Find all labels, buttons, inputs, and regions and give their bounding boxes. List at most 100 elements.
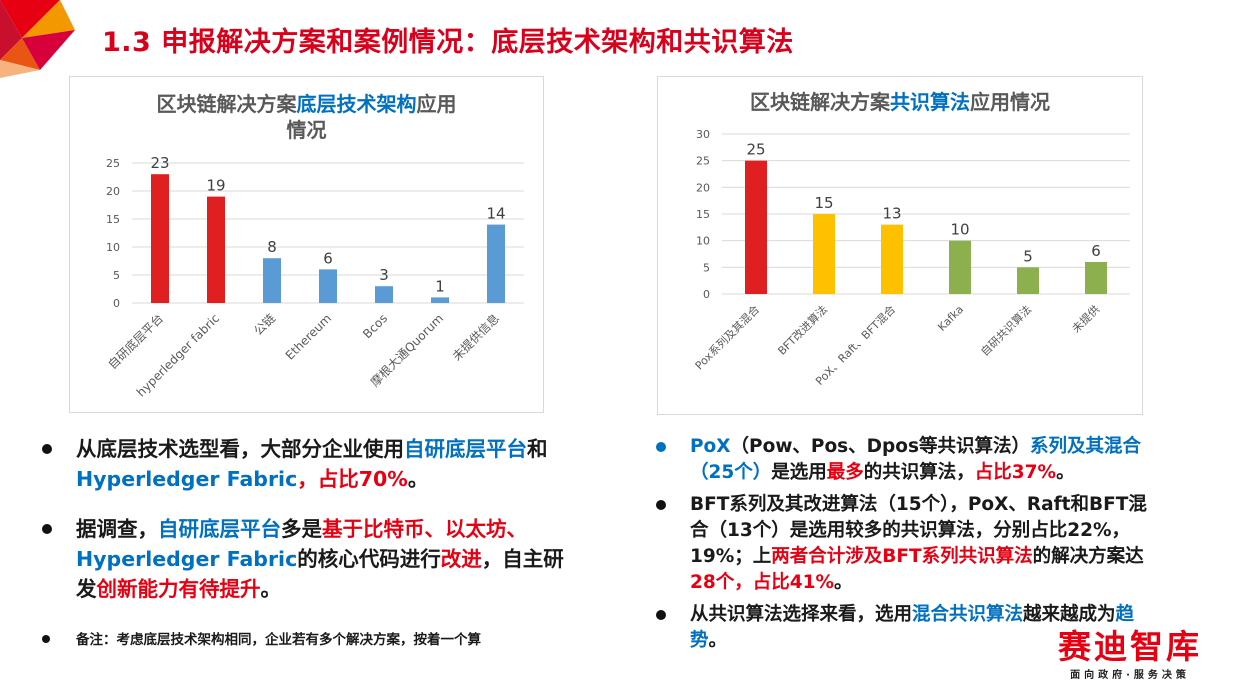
- left-b2-core-code: 的核心代码进行: [297, 547, 441, 571]
- left-chart-title-highlight: 底层技术架构: [296, 92, 417, 116]
- left-note: 备注：考虑底层技术架构相同，企业若有多个解决方案，按着一个算: [42, 630, 567, 650]
- left-bullet-2: 据调查，自研底层平台多是基于比特币、以太坊、 Hyperledger Fabric…: [42, 514, 567, 604]
- bar: [949, 240, 971, 294]
- data-label: 6: [1091, 242, 1101, 260]
- bullet-dot: [656, 610, 666, 620]
- data-label: 1: [435, 277, 445, 295]
- logo-sub-text: 面向政府·服务决策: [1070, 670, 1190, 681]
- page-title: 1.3 申报解决方案和案例情况：底层技术架构和共识算法: [102, 27, 794, 58]
- bullet-dot: [42, 444, 52, 454]
- data-label: 10: [950, 221, 969, 239]
- left-b2-highlight-fabric: Hyperledger Fabric: [76, 547, 298, 571]
- y-tick-label: 20: [106, 185, 120, 198]
- left-b1-and: 和: [527, 437, 548, 461]
- bar: [745, 160, 767, 294]
- right-b3-text: 从共识算法选择来看，选用: [690, 604, 913, 625]
- left-b2-mostly: 多是: [281, 517, 322, 541]
- right-chart-title-part2: 应用情况: [970, 90, 1050, 114]
- data-label: 19: [206, 177, 225, 195]
- y-tick-label: 5: [113, 269, 120, 282]
- left-b1-share: 占比70%: [317, 467, 408, 491]
- bar: [1017, 267, 1039, 294]
- data-label: 13: [882, 205, 901, 223]
- right-b2-share: 28个，占比41%: [690, 572, 835, 593]
- right-b1-consensus: 的共识算法，: [863, 462, 975, 483]
- y-tick-label: 25: [106, 157, 120, 170]
- right-b1-is-chosen: 是选用: [771, 462, 827, 483]
- left-b1-text: 从底层技术选型看，大部分企业使用: [76, 437, 404, 461]
- x-tick-label: 未提供: [1069, 302, 1102, 335]
- y-tick-label: 0: [703, 288, 710, 301]
- x-tick-label: Kafka: [935, 303, 966, 334]
- bar: [207, 196, 225, 303]
- left-b1-highlight-fabric: Hyperledger Fabric: [76, 467, 298, 491]
- left-b2-innovation: 创新能力有待提升: [96, 577, 261, 601]
- right-chart-panel: 区块链解决方案共识算法应用情况 0 5 10 15 20 25 30 25 Pox系列及其混合 1…: [657, 76, 1143, 415]
- ccid-logo: 赛迪智库 面向政府·服务决策: [1058, 627, 1202, 682]
- right-b1-series: 系列及其混合: [1030, 436, 1142, 457]
- right-b3-end: 。: [708, 630, 728, 651]
- right-b3-hybrid: 混合共识算法: [912, 604, 1024, 625]
- left-chart-title: 区块链解决方案底层技术架构应用 情况: [70, 91, 543, 143]
- right-b2-text: BFT系列及其改进算法（15个），PoX、Raft和BFT混合（13个）是选用较…: [690, 494, 1147, 567]
- x-tick-label: Bcos: [360, 311, 390, 341]
- left-note-text: 备注：考虑底层技术架构相同，企业若有多个解决方案，按着一个算: [76, 632, 481, 648]
- data-label: 5: [1023, 247, 1033, 265]
- left-b2-based-on: 基于比特币、以太坊、: [322, 517, 527, 541]
- bar: [487, 224, 505, 303]
- bar: [813, 214, 835, 294]
- x-tick-label: 自研共识算法: [978, 302, 1035, 359]
- bullet-dot: [656, 500, 666, 510]
- left-b1-end: 。: [407, 467, 429, 491]
- bullet-dot: [42, 524, 52, 534]
- left-b1-comma: ，: [297, 467, 318, 491]
- left-bullet-1: 从底层技术选型看，大部分企业使用自研底层平台和 Hyperledger Fabri…: [42, 434, 567, 494]
- right-bullet-2: BFT系列及其改进算法（15个），PoX、Raft和BFT混合（13个）是选用较…: [656, 492, 1156, 596]
- corner-decoration: [0, 0, 75, 78]
- right-bar-chart: 05101520253025Pox系列及其混合15BFT改进算法13PoX、Ra…: [692, 128, 1130, 388]
- y-tick-label: 5: [703, 261, 710, 274]
- bar: [319, 269, 337, 303]
- left-b1-highlight-self-platform: 自研底层平台: [404, 437, 527, 461]
- x-tick-label: 公链: [251, 311, 279, 339]
- right-b1-most: 最多: [826, 462, 864, 483]
- y-tick-label: 15: [106, 213, 120, 226]
- right-b1-end: 。: [1056, 462, 1075, 483]
- right-b2-bft-total: 两者合计涉及BFT系列共识算法: [771, 546, 1033, 567]
- left-b2-self-develop: ，自主研发: [76, 547, 564, 601]
- left-b2-improve: 改进: [440, 547, 482, 571]
- y-tick-label: 10: [696, 235, 710, 248]
- y-tick-label: 0: [113, 297, 120, 310]
- x-tick-label: 自研底层平台: [105, 311, 167, 373]
- bar: [375, 286, 393, 303]
- x-tick-label: Pox系列及其混合: [692, 302, 762, 372]
- right-b1-share: 占比37%: [974, 462, 1057, 483]
- right-b3-becoming: 越来越成为: [1023, 604, 1116, 625]
- x-tick-label: 未提供信息: [449, 311, 502, 364]
- left-b2-highlight-self-platform: 自研底层平台: [158, 517, 281, 541]
- right-b1-count: （25个）: [690, 462, 772, 483]
- y-tick-label: 15: [696, 208, 710, 221]
- bar: [151, 174, 169, 303]
- bullet-dot: [656, 442, 666, 452]
- logo-main-text: 赛迪智库: [1058, 627, 1202, 666]
- right-chart-title-highlight: 共识算法: [890, 90, 970, 114]
- y-tick-label: 10: [106, 241, 120, 254]
- bar: [1085, 262, 1107, 294]
- y-tick-label: 30: [696, 128, 710, 141]
- data-label: 14: [486, 205, 505, 223]
- data-label: 15: [814, 194, 833, 212]
- bullet-dot: [42, 635, 50, 643]
- bar: [263, 258, 281, 303]
- right-b2-reach: 的解决方案达: [1032, 546, 1144, 567]
- data-label: 25: [746, 141, 765, 159]
- right-chart-title-part1: 区块链解决方案: [750, 90, 890, 114]
- right-bullet-list: PoX（Pow、Pos、Dpos等共识算法）系列及其混合 （25个）是选用最多的共…: [656, 434, 1156, 654]
- right-b2-end: 。: [834, 572, 853, 593]
- left-chart-title-part2: 应用: [416, 92, 457, 116]
- right-chart-title: 区块链解决方案共识算法应用情况: [658, 89, 1142, 115]
- right-b1-pox: PoX: [690, 436, 731, 457]
- left-b2-text: 据调查，: [76, 517, 158, 541]
- data-label: 3: [379, 266, 389, 284]
